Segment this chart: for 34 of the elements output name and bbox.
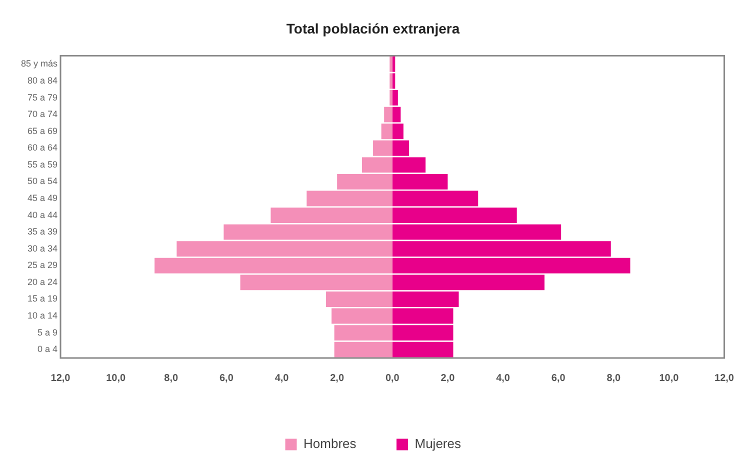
x-tick-label: 6,0 (551, 372, 566, 384)
y-tick-label: 15 a 19 (27, 294, 58, 304)
x-tick-label: 10,0 (106, 372, 126, 384)
y-tick-label: 20 a 24 (27, 276, 58, 287)
y-tick-label: 75 a 79 (27, 92, 58, 102)
y-tick-label: 70 a 74 (27, 109, 58, 120)
legend-label: Mujeres (414, 436, 462, 452)
x-tick-label: 8,0 (606, 372, 622, 384)
x-tick-label: 8,0 (164, 372, 179, 384)
x-tick-label: 6,0 (220, 372, 234, 384)
y-tick-label: 40 a 44 (27, 210, 58, 220)
chart-title: Total población extranjera (286, 20, 460, 36)
x-tick-label: 12,0 (714, 372, 734, 384)
y-tick-label: 50 a 54 (27, 176, 58, 186)
y-tick-label: 65 a 69 (27, 126, 58, 136)
y-tick-label: 35 a 39 (27, 226, 58, 237)
x-tick-label: 0,0 (385, 372, 400, 384)
x-tick-label: 4,0 (496, 372, 510, 384)
x-tick-label: 12,0 (50, 372, 71, 384)
y-tick-label: 60 a 64 (27, 142, 58, 153)
y-tick-label: 55 a 59 (27, 159, 58, 170)
y-tick-label: 10 a 14 (27, 310, 58, 321)
x-tick-label: 2,0 (440, 372, 456, 384)
y-tick-label: 5 a 9 (37, 327, 58, 338)
y-tick-label: 30 a 34 (27, 243, 58, 254)
legend-label: Hombres (304, 436, 357, 452)
y-tick-label: 25 a 29 (27, 260, 58, 270)
y-tick-label: 80 a 84 (27, 75, 58, 86)
x-tick-label: 2,0 (330, 372, 344, 384)
y-tick-label: 85 y más (21, 58, 58, 69)
y-tick-label: 45 a 49 (27, 192, 58, 203)
x-tick-label: 4,0 (274, 372, 290, 384)
y-tick-label: 0 a 4 (37, 344, 58, 354)
x-tick-label: 10,0 (659, 372, 680, 384)
